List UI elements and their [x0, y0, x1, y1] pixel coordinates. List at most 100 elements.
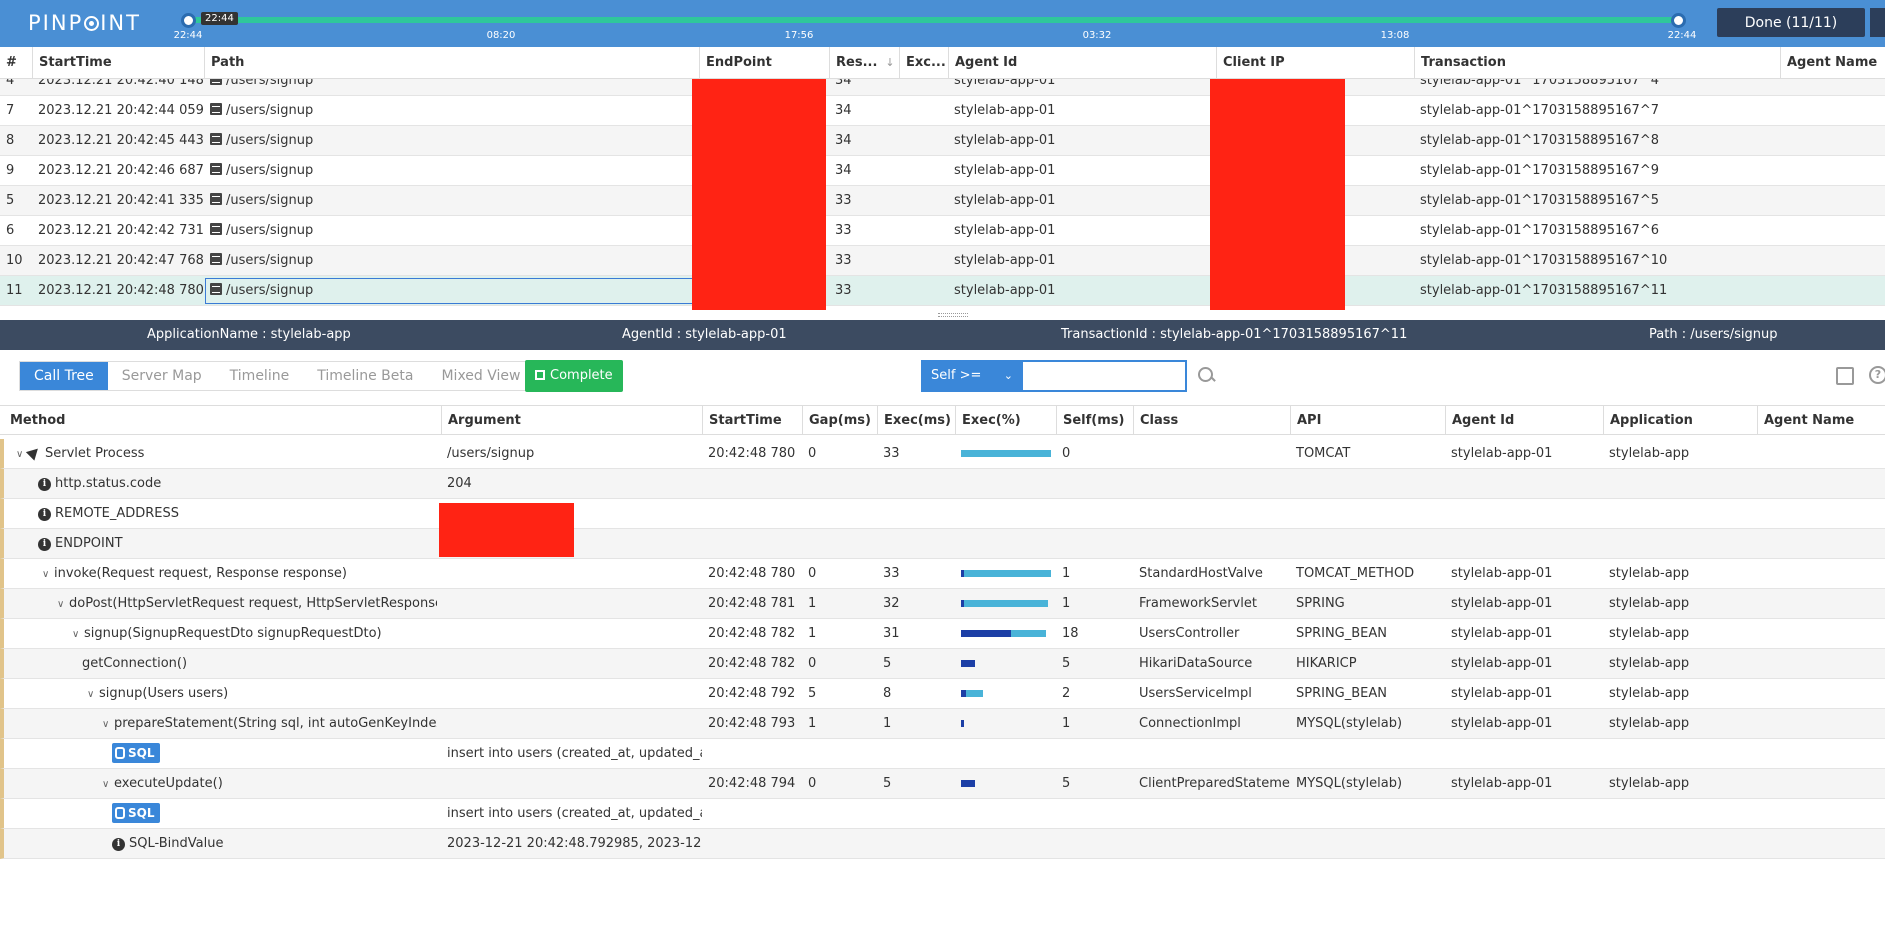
tx-path-text: /users/signup — [226, 133, 314, 148]
col-agent-name[interactable]: Agent Name — [1780, 47, 1885, 79]
timeline-range-track[interactable] — [187, 17, 1682, 23]
call-tree-row[interactable]: ∨ invoke(Request request, Response respon… — [0, 559, 1885, 589]
col-api[interactable]: API — [1290, 406, 1445, 435]
help-icon[interactable]: ? — [1869, 366, 1885, 384]
col-exec[interactable]: Exec(ms) — [877, 406, 955, 435]
timeline-end-handle[interactable] — [1671, 13, 1686, 28]
ct-method-text: prepareStatement(String sql, int autoGen… — [114, 716, 437, 731]
tx-agent-id-text: stylelab-app-01 — [954, 103, 1056, 118]
call-tree-row[interactable]: ∨ doPost(HttpServletRequest request, Http… — [0, 589, 1885, 619]
col-gap[interactable]: Gap(ms) — [802, 406, 877, 435]
complete-button[interactable]: Complete — [525, 360, 623, 392]
tx-transaction-id-text: stylelab-app-01^1703158895167^11 — [1420, 283, 1668, 298]
col-client-ip[interactable]: Client IP — [1216, 47, 1414, 79]
tx-transaction-id: stylelab-app-01^1703158895167^6 — [1414, 216, 1780, 246]
timeline-tick: 22:44 — [1667, 30, 1697, 41]
transaction-row[interactable]: 7 2023.12.21 20:42:44 059/users/signup 34 s… — [0, 96, 1885, 126]
col-exception[interactable]: Exc... — [899, 47, 948, 79]
tab-call-tree[interactable]: Call Tree — [20, 362, 108, 390]
ct-method: ∨ prepareStatement(String sql, int autoGe… — [96, 709, 437, 739]
transaction-row[interactable]: 8 2023.12.21 20:42:45 443/users/signup 34 s… — [0, 126, 1885, 156]
col-response[interactable]: Res... ↓ — [829, 47, 899, 79]
transaction-row[interactable]: 9 2023.12.21 20:42:46 687/users/signup 34 s… — [0, 156, 1885, 186]
col-agent-id[interactable]: Agent Id — [948, 47, 1216, 79]
tab-timeline[interactable]: Timeline — [229, 368, 290, 384]
call-tree-row[interactable]: getConnection() 20:42:48 782 0 5 5 HikariData… — [0, 649, 1885, 679]
tx-transaction-id-text: stylelab-app-01^1703158895167^6 — [1420, 223, 1659, 238]
more-button[interactable] — [1870, 8, 1885, 37]
chevron-down-icon[interactable]: ∨ — [102, 779, 110, 790]
col-path[interactable]: Path — [204, 47, 699, 79]
call-tree-row[interactable]: SQL insert into users (created_at, update… — [0, 799, 1885, 829]
ct-starttime — [702, 799, 802, 829]
timeline-start-handle[interactable] — [181, 13, 196, 28]
col-argument[interactable]: Argument — [441, 406, 702, 435]
open-new-window-icon[interactable] — [1836, 367, 1854, 385]
ct-gap: 5 — [808, 686, 817, 701]
call-tree-row[interactable]: i ENDPOINT — [0, 529, 1885, 559]
col-ct-agent-id[interactable]: Agent Id — [1445, 406, 1603, 435]
transaction-row[interactable]: 11 2023.12.21 20:42:48 780/users/signup 33… — [0, 276, 1885, 306]
ct-self: 1 — [1062, 716, 1071, 731]
search-icon[interactable] — [1197, 366, 1217, 386]
timeline-handle-tooltip: 22:44 — [201, 12, 238, 25]
col-class[interactable]: Class — [1133, 406, 1290, 435]
col-ct-starttime[interactable]: StartTime — [702, 406, 802, 435]
ct-agent-id: stylelab-app-01 — [1451, 596, 1553, 611]
tab-server-map[interactable]: Server Map — [121, 368, 202, 384]
pinpoint-logo[interactable]: PINP INT — [28, 11, 141, 35]
chevron-down-icon[interactable]: ∨ — [42, 569, 50, 580]
tx-number: 4 — [0, 79, 32, 96]
tx-response-time: 34 — [829, 96, 899, 126]
call-tree-row[interactable]: SQL insert into users (created_at, update… — [0, 739, 1885, 769]
transaction-row[interactable]: 10 2023.12.21 20:42:47 768/users/signup 33… — [0, 246, 1885, 276]
ct-gap: 0 — [808, 566, 817, 581]
call-tree-row[interactable]: i SQL-BindValue 2023-12-21 20:42:48.792985… — [0, 829, 1885, 859]
ct-agent-id: stylelab-app-01 — [1451, 446, 1553, 461]
col-application[interactable]: Application — [1603, 406, 1757, 435]
col-number[interactable]: # — [6, 55, 17, 70]
call-tree-row[interactable]: ∨ signup(Users users) 20:42:48 792 5 8 2 Users… — [0, 679, 1885, 709]
resize-handle[interactable] — [938, 313, 968, 317]
ct-application — [1603, 499, 1757, 529]
chevron-down-icon[interactable]: ∨ — [102, 719, 110, 730]
col-transaction[interactable]: Transaction — [1414, 47, 1780, 79]
tx-agent-id-text: stylelab-app-01 — [954, 223, 1056, 238]
tx-path: /users/signup — [204, 246, 692, 276]
ct-gap — [802, 469, 877, 499]
col-exec-pct[interactable]: Exec(%) — [955, 406, 1056, 435]
tx-transaction-id: stylelab-app-01^1703158895167^8 — [1414, 126, 1780, 156]
done-button[interactable]: Done (11/11) — [1717, 8, 1865, 37]
call-tree-row[interactable]: i http.status.code 204 — [0, 469, 1885, 499]
call-tree: ∨ Servlet Process/users/signup 20:42:48 78… — [0, 439, 1885, 859]
chevron-down-icon[interactable]: ∨ — [87, 689, 95, 700]
col-self[interactable]: Self(ms) — [1056, 406, 1133, 435]
call-tree-row[interactable]: ∨ executeUpdate() 20:42:48 794 0 5 5 ClientPre… — [0, 769, 1885, 799]
ct-application — [1603, 529, 1757, 559]
chevron-down-icon[interactable]: ∨ — [72, 629, 80, 640]
call-tree-row[interactable]: i REMOTE_ADDRESS — [0, 499, 1885, 529]
ct-method: i REMOTE_ADDRESS — [32, 499, 437, 529]
ct-exec — [877, 739, 955, 769]
call-tree-row[interactable]: ∨ Servlet Process/users/signup 20:42:48 78… — [0, 439, 1885, 469]
ct-api: MYSQL(stylelab) — [1296, 776, 1403, 791]
col-endpoint[interactable]: EndPoint — [699, 47, 829, 79]
col-starttime[interactable]: StartTime — [32, 47, 204, 79]
col-method[interactable]: Method — [10, 413, 66, 428]
transaction-row[interactable]: 4 2023.12.21 20:42:40 148/users/signup 34 s… — [0, 79, 1885, 96]
call-tree-row[interactable]: ∨ signup(SignupRequestDto signupRequestDt… — [0, 619, 1885, 649]
call-tree-row[interactable]: ∨ prepareStatement(String sql, int autoGe… — [0, 709, 1885, 739]
transaction-row[interactable]: 5 2023.12.21 20:42:41 335/users/signup 33 s… — [0, 186, 1885, 216]
chevron-down-icon[interactable]: ∨ — [57, 599, 65, 610]
chevron-down-icon[interactable]: ∨ — [16, 449, 24, 460]
tab-timeline-beta[interactable]: Timeline Beta — [317, 368, 414, 384]
ct-exec — [877, 829, 955, 859]
self-filter-input[interactable] — [1021, 360, 1187, 392]
col-ct-agent-name[interactable]: Agent Name — [1757, 406, 1885, 435]
ct-method: ∨ signup(Users users) — [81, 679, 437, 709]
list-icon — [210, 253, 222, 265]
transaction-row[interactable]: 6 2023.12.21 20:42:42 731/users/signup 33 s… — [0, 216, 1885, 246]
self-percent-bar — [961, 660, 975, 667]
tx-number: 6 — [0, 216, 32, 246]
self-filter-select[interactable]: Self >= ⌄ — [921, 360, 1021, 392]
